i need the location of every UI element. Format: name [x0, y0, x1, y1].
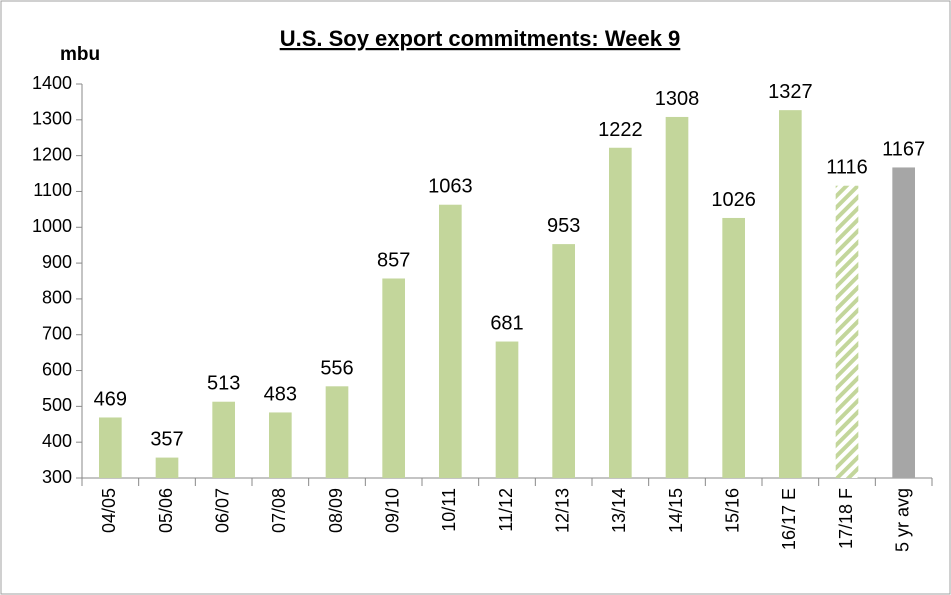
bar [665, 116, 689, 478]
chart-title: U.S. Soy export commitments: Week 9 [280, 26, 681, 51]
y-tick-label: 1100 [33, 180, 72, 200]
y-tick-label: 1000 [32, 216, 72, 236]
x-tick-label: 16/17 E [779, 488, 799, 550]
x-tick-label: 11/12 [496, 488, 516, 532]
value-label: 681 [490, 313, 523, 335]
x-tick-label: 14/15 [666, 488, 686, 533]
bar [722, 217, 745, 478]
y-tick-label: 1200 [32, 144, 72, 164]
x-tick-label: 12/13 [552, 488, 572, 533]
y-tick-label: 600 [42, 359, 72, 379]
value-label: 357 [150, 429, 183, 451]
bar [99, 417, 122, 478]
bar [269, 412, 292, 478]
x-tick-label: 04/05 [99, 488, 119, 533]
x-tick-label: 5 yr avg [892, 488, 912, 552]
value-label: 1026 [711, 189, 756, 211]
bar [552, 244, 575, 478]
bar [325, 386, 349, 478]
y-tick-label: 700 [42, 323, 72, 343]
bar [892, 167, 915, 478]
bar [609, 147, 632, 479]
value-label: 953 [547, 215, 580, 237]
x-tick-label: 10/11 [439, 488, 459, 532]
x-tick-label: 05/06 [156, 488, 176, 533]
bar [155, 457, 179, 478]
value-label: 513 [207, 373, 240, 395]
value-label: 483 [264, 383, 297, 405]
x-tick-label: 09/10 [382, 488, 402, 533]
x-tick-label: 13/14 [609, 488, 629, 533]
y-tick-label: 900 [42, 252, 72, 272]
y-tick-label: 800 [42, 288, 72, 308]
value-label: 857 [377, 249, 410, 271]
bar [382, 278, 405, 478]
value-label: 1308 [655, 88, 700, 110]
value-label: 1116 [826, 157, 868, 179]
y-tick-label: 1300 [32, 109, 72, 129]
y-axis-label: mbu [60, 44, 100, 65]
y-tick-label: 500 [42, 395, 72, 415]
y-tick-label: 1400 [32, 73, 72, 93]
y-tick-label: 400 [42, 431, 72, 451]
x-tick-label: 08/09 [326, 488, 346, 533]
bar [835, 185, 859, 478]
x-tick-label: 06/07 [212, 488, 232, 533]
bar [439, 204, 462, 478]
bar [495, 341, 519, 478]
value-label: 1063 [428, 176, 473, 198]
x-tick-label: 15/16 [722, 488, 742, 533]
value-label: 469 [94, 388, 127, 410]
value-label: 556 [320, 357, 353, 379]
value-label: 1327 [768, 81, 813, 103]
x-tick-label: 07/08 [269, 488, 289, 533]
bar [212, 401, 235, 478]
value-label: 1167 [882, 138, 925, 160]
value-label: 1222 [598, 119, 643, 141]
bar [779, 110, 802, 478]
y-tick-label: 300 [42, 467, 72, 487]
x-tick-label: 17/18 F [836, 488, 856, 549]
